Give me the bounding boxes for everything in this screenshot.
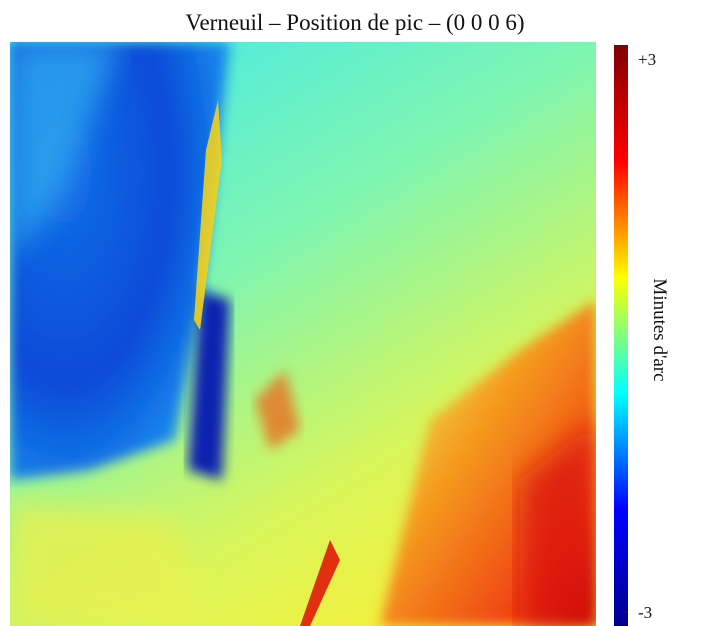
colorbar-label: Minutes d'arc: [649, 278, 670, 381]
colorbar-tick-label: -3: [638, 603, 652, 622]
heatmap-image: [10, 42, 596, 626]
chart-title: Verneuil – Position de pic – (0 0 0 6): [185, 10, 524, 35]
colorbar-scale: [614, 45, 628, 626]
colorbar-tick-label: +3: [638, 50, 656, 69]
colorbar: +3 -3: [614, 45, 656, 626]
